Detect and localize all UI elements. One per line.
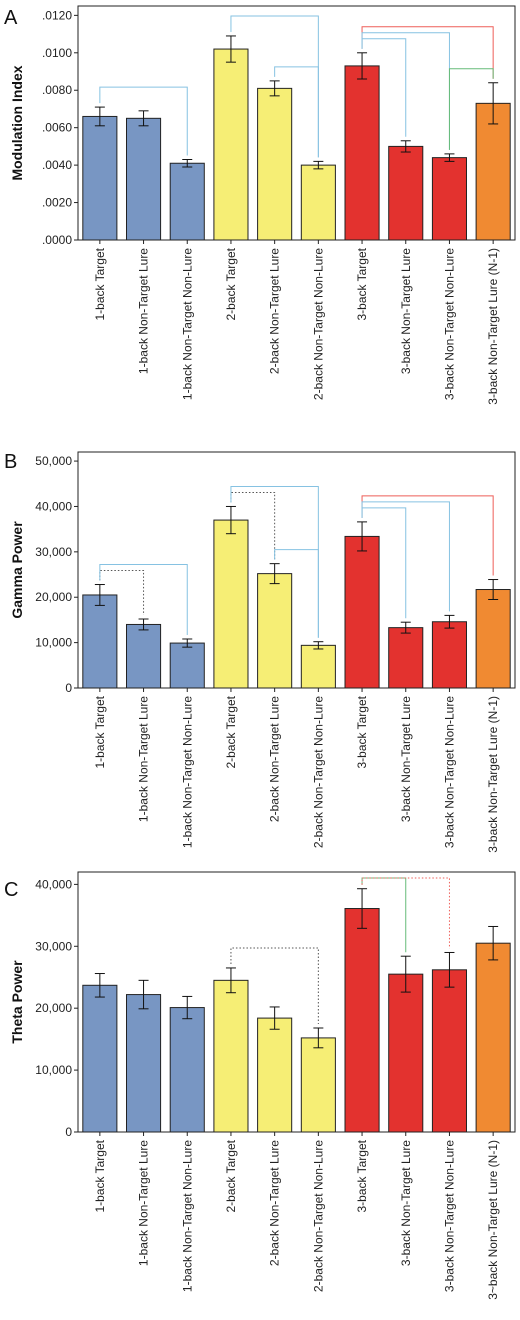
significance-bracket [230, 947, 319, 1024]
category-label: 3-back Non-Target Non-Lure [442, 1140, 456, 1292]
bar [82, 984, 118, 1133]
y-tick-label: 20,000 [35, 590, 72, 604]
y-tick-label: .0060 [42, 121, 72, 135]
y-tick-label: .0100 [42, 46, 72, 60]
significance-bracket [361, 26, 494, 79]
y-axis-label: Gamma Power [9, 521, 25, 619]
category-label: 3-back Non-Target Lure [399, 1140, 413, 1266]
category-label: 2-back Non-Target Non-Lure [311, 248, 325, 400]
bar [169, 642, 205, 689]
category-label: 1-back Non-Target Lure [137, 696, 151, 822]
bar [213, 979, 249, 1133]
bar [344, 535, 380, 689]
significance-bracket [99, 564, 188, 635]
bar [126, 623, 162, 689]
category-label: 3-back Non-Target Non-Lure [442, 696, 456, 848]
panel-letter: C [4, 879, 18, 901]
category-label: 2-back Target [224, 1139, 238, 1212]
bar [169, 162, 205, 241]
category-label: 3-back Non-Target Lure [399, 248, 413, 374]
category-label: 1-back Non-Target Non-Lure [180, 696, 194, 848]
significance-bracket [274, 549, 319, 638]
y-tick-label: 0 [65, 681, 72, 695]
category-label: 3-back Non-Target Lure (N-1) [486, 696, 500, 853]
y-axis-label: Modulation Index [9, 65, 25, 180]
category-label: 1-back Non-Target Non-Lure [180, 1140, 194, 1292]
category-label: 3-back Non-Target Non-Lure [442, 248, 456, 400]
category-label: 3-back Target [355, 1139, 369, 1212]
bar [344, 65, 380, 241]
y-tick-label: .0120 [42, 8, 72, 22]
bar [257, 1017, 293, 1133]
plot-frame [77, 871, 516, 1133]
category-label: 3~back Non-Target Lure (N-1) [486, 1140, 500, 1300]
y-tick-label: .0000 [42, 233, 72, 247]
bar [475, 589, 511, 689]
bar [82, 115, 118, 241]
bar [300, 644, 336, 689]
bar [213, 48, 249, 241]
category-label: 2-back Non-Target Non-Lure [311, 1140, 325, 1292]
bar [388, 627, 424, 689]
bar [126, 117, 162, 241]
category-label: 3-back Non-Target Lure [399, 696, 413, 822]
y-tick-label: 10,000 [35, 1063, 72, 1077]
category-label: 2-back Non-Target Lure [268, 696, 282, 822]
bar [475, 942, 511, 1133]
category-label: 1-back Target [93, 247, 107, 320]
bar [300, 164, 336, 241]
y-tick-label: 10,000 [35, 636, 72, 650]
bar [431, 969, 467, 1133]
panel-letter: B [4, 451, 17, 473]
bar [126, 994, 162, 1133]
category-label: 2-back Non-Target Lure [268, 248, 282, 374]
y-tick-label: .0020 [42, 196, 72, 210]
bar [431, 621, 467, 689]
y-tick-label: 20,000 [35, 1001, 72, 1015]
panel-letter: A [4, 7, 18, 29]
significance-bracket [99, 86, 188, 156]
significance-bracket [99, 570, 145, 616]
bar [388, 145, 424, 241]
significance-bracket [448, 68, 494, 150]
significance-bracket [361, 877, 450, 949]
y-tick-label: 40,000 [35, 499, 72, 513]
y-tick-label: .0080 [42, 83, 72, 97]
bar [257, 573, 293, 689]
bar [169, 1007, 205, 1133]
category-label: 3-back Non-Target Lure (N-1) [486, 248, 500, 405]
significance-bracket [274, 66, 319, 158]
bar [475, 102, 511, 241]
bar [388, 973, 424, 1133]
y-tick-label: 30,000 [35, 545, 72, 559]
bar [431, 157, 467, 241]
plot-frame [77, 5, 516, 241]
bar [344, 908, 380, 1133]
category-label: 2-back Target [224, 695, 238, 768]
category-label: 2-back Non-Target Lure [268, 1140, 282, 1266]
bar [213, 519, 249, 689]
y-tick-label: 0 [65, 1125, 72, 1139]
category-label: 1-back Target [93, 695, 107, 768]
category-label: 1-back Non-Target Lure [137, 1140, 151, 1266]
category-label: 3-back Target [355, 695, 369, 768]
significance-bracket [361, 501, 450, 612]
plot-frame [77, 451, 516, 689]
y-axis-label: Theta Power [9, 960, 25, 1044]
y-tick-label: 40,000 [35, 877, 72, 891]
y-tick-label: 30,000 [35, 939, 72, 953]
bar [82, 594, 118, 689]
category-label: 1-back Target [93, 1139, 107, 1212]
category-label: 3-back Target [355, 247, 369, 320]
category-label: 2-back Non-Target Non-Lure [311, 696, 325, 848]
y-tick-label: 50,000 [35, 454, 72, 468]
category-label: 1-back Non-Target Lure [137, 248, 151, 374]
category-label: 1-back Non-Target Non-Lure [180, 248, 194, 400]
bar [257, 87, 293, 241]
category-label: 2-back Target [224, 247, 238, 320]
y-tick-label: .0040 [42, 158, 72, 172]
bar [300, 1037, 336, 1133]
